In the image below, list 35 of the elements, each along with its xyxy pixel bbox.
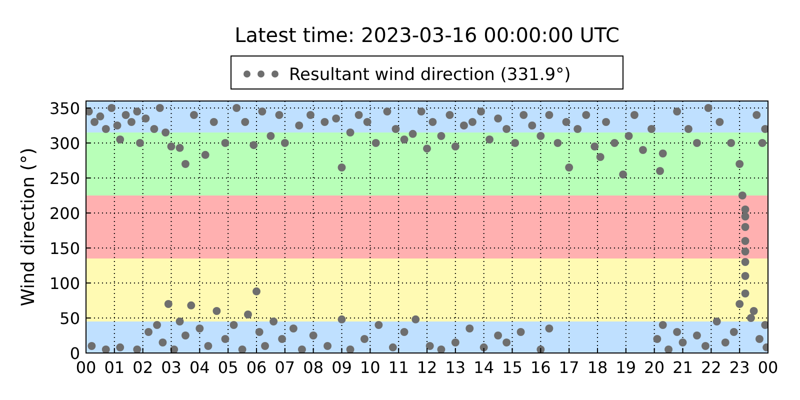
x-tick-label: 09 <box>332 358 352 377</box>
x-tick-label: 18 <box>587 358 608 377</box>
x-tick-label: 14 <box>474 358 494 377</box>
x-tick-label: 19 <box>616 358 636 377</box>
x-tick-label: 16 <box>530 358 551 377</box>
x-tick-label: 15 <box>502 358 522 377</box>
x-tick-label: 12 <box>416 358 438 377</box>
x-tick-label: 10 <box>360 358 380 377</box>
x-tick-label: 17 <box>558 358 580 377</box>
x-tick-label: 23 <box>729 358 750 377</box>
x-tick-label: 01 <box>104 358 125 377</box>
x-tick-label: 20 <box>644 358 665 377</box>
x-tick-label: 08 <box>303 358 324 377</box>
x-tick-label: 04 <box>189 358 210 377</box>
y-tick-label: 200 <box>49 204 80 223</box>
x-tick-label: 00 <box>76 358 96 377</box>
x-tick-label: 13 <box>445 358 466 377</box>
y-tick-label: 350 <box>49 99 80 118</box>
y-tick-label: 50 <box>60 309 80 328</box>
chart-title: Latest time: 2023-03-16 00:00:00 UTC <box>234 23 620 47</box>
x-tick-label: 11 <box>388 358 409 377</box>
legend-label: Resultant wind direction (331.9°) <box>289 65 571 85</box>
x-tick-label: 07 <box>274 358 296 377</box>
y-axis-title: Wind direction (°) <box>18 148 39 306</box>
x-tick-label: 02 <box>132 358 154 377</box>
x-tick-label: 21 <box>672 358 693 377</box>
x-tick-label: 00 <box>758 358 778 377</box>
x-tick-label: 03 <box>161 358 182 377</box>
x-tick-label: 05 <box>218 358 238 377</box>
x-tick-label: 22 <box>700 358 722 377</box>
y-tick-label: 250 <box>49 169 80 188</box>
x-tick-label: 06 <box>246 358 267 377</box>
y-tick-label: 150 <box>49 239 80 258</box>
y-tick-label: 100 <box>49 274 80 293</box>
y-tick-label: 300 <box>49 134 80 153</box>
